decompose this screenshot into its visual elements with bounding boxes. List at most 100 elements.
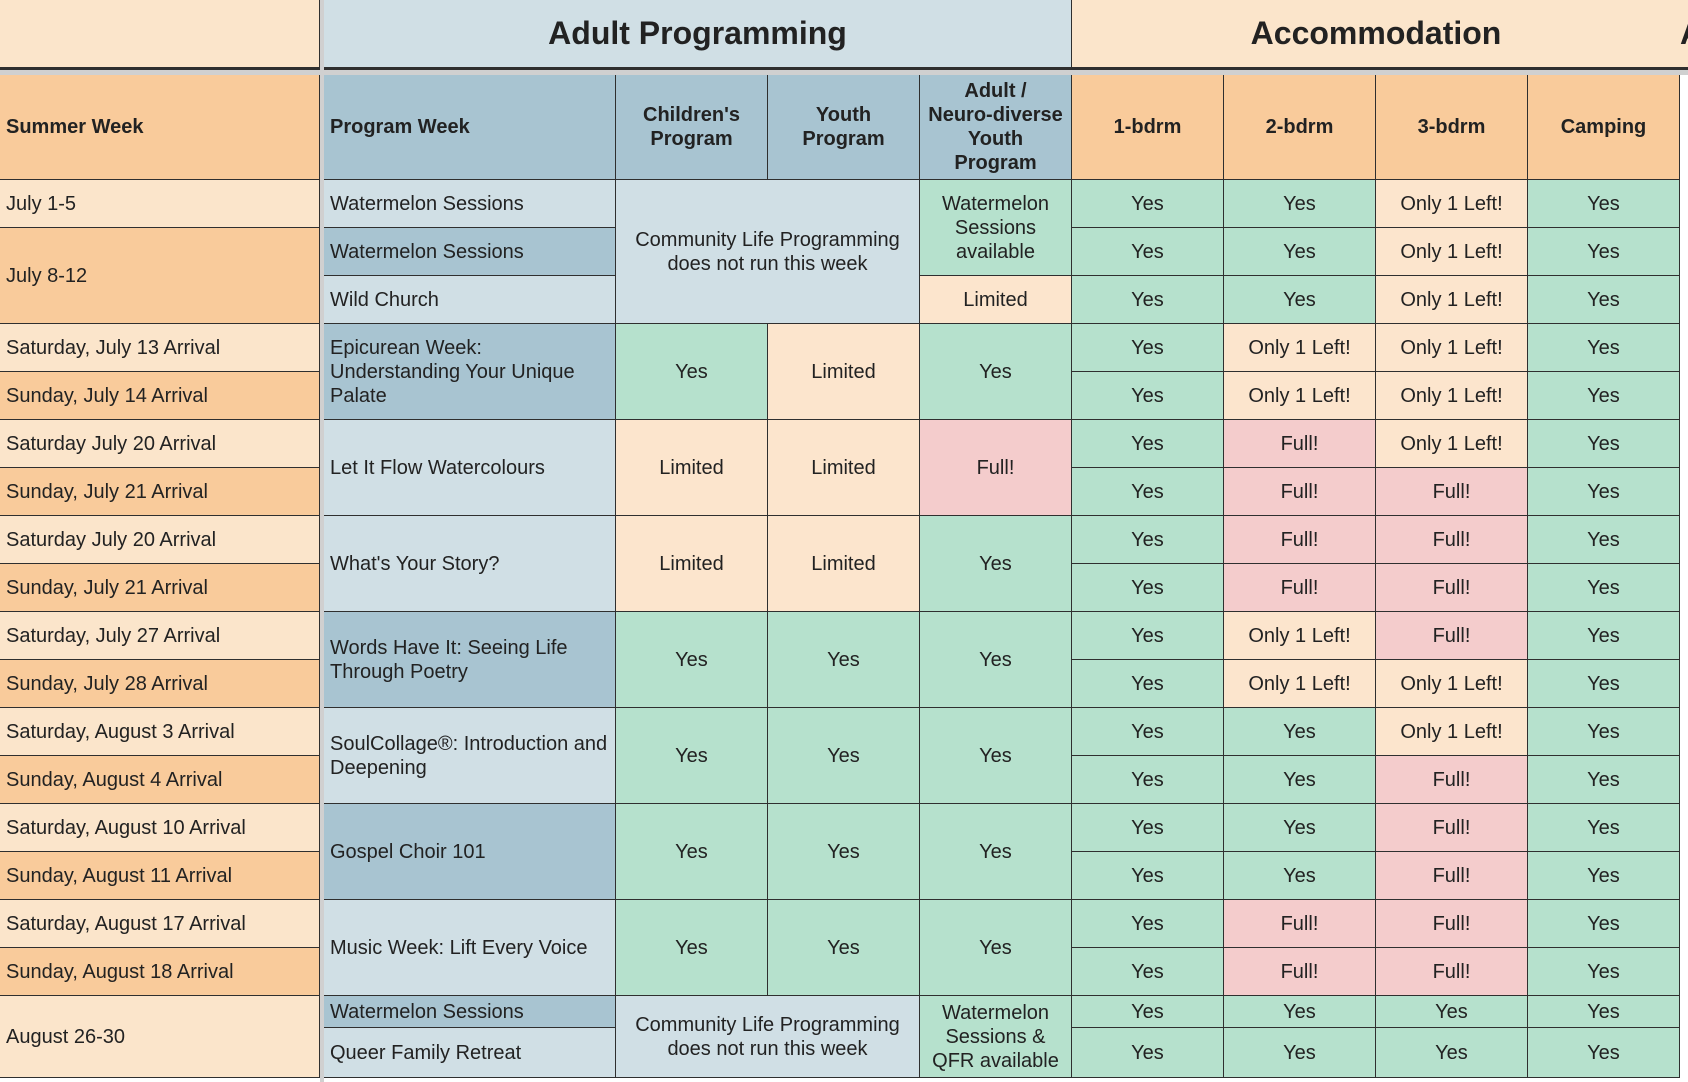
accommodation-1bdrm-cell[interactable]: Yes <box>1072 948 1224 996</box>
accommodation-1bdrm-cell[interactable]: Yes <box>1072 324 1224 372</box>
summer-week-cell[interactable]: Sunday, July 21 Arrival <box>0 564 320 612</box>
summer-week-cell[interactable]: Saturday, July 27 Arrival <box>0 612 320 660</box>
adult-program-cell[interactable]: Yes <box>920 324 1072 420</box>
accommodation-3bdrm-cell[interactable]: Only 1 Left! <box>1376 420 1528 468</box>
youth-program-cell[interactable]: Yes <box>768 804 920 900</box>
summer-week-cell[interactable]: Sunday, July 28 Arrival <box>0 660 320 708</box>
accommodation-camping-cell[interactable]: Yes <box>1528 516 1680 564</box>
program-week-cell[interactable]: Queer Family Retreat <box>324 1028 616 1078</box>
adult-program-cell[interactable]: Yes <box>920 804 1072 900</box>
accommodation-camping-cell[interactable]: Yes <box>1528 804 1680 852</box>
accommodation-2bdrm-cell[interactable]: Yes <box>1224 852 1376 900</box>
accommodation-3bdrm-cell[interactable]: Full! <box>1376 468 1528 516</box>
accommodation-camping-cell[interactable]: Yes <box>1528 660 1680 708</box>
summer-week-cell[interactable]: July 1-5 <box>0 180 320 228</box>
accommodation-2bdrm-cell[interactable]: Yes <box>1224 756 1376 804</box>
accommodation-1bdrm-cell[interactable]: Yes <box>1072 660 1224 708</box>
accommodation-3bdrm-cell[interactable]: Full! <box>1376 612 1528 660</box>
header-2-bdrm[interactable]: 2-bdrm <box>1224 75 1376 180</box>
program-week-cell[interactable]: SoulCollage®: Introduction and Deepening <box>324 708 616 804</box>
summer-week-cell[interactable]: Saturday, August 3 Arrival <box>0 708 320 756</box>
program-week-cell[interactable]: Let It Flow Watercolours <box>324 420 616 516</box>
program-week-cell[interactable]: Gospel Choir 101 <box>324 804 616 900</box>
accommodation-2bdrm-cell[interactable]: Full! <box>1224 468 1376 516</box>
accommodation-3bdrm-cell[interactable]: Only 1 Left! <box>1376 324 1528 372</box>
accommodation-3bdrm-cell[interactable]: Yes <box>1376 996 1528 1028</box>
accommodation-3bdrm-cell[interactable]: Only 1 Left! <box>1376 372 1528 420</box>
accommodation-2bdrm-cell[interactable]: Only 1 Left! <box>1224 612 1376 660</box>
header-youth-program[interactable]: Youth Program <box>768 75 920 180</box>
summer-week-cell[interactable]: Sunday, August 18 Arrival <box>0 948 320 996</box>
accommodation-3bdrm-cell[interactable]: Full! <box>1376 564 1528 612</box>
accommodation-2bdrm-cell[interactable]: Full! <box>1224 948 1376 996</box>
accommodation-1bdrm-cell[interactable]: Yes <box>1072 1028 1224 1078</box>
youth-program-cell[interactable]: Limited <box>768 420 920 516</box>
adult-program-cell[interactable]: Full! <box>920 420 1072 516</box>
accommodation-2bdrm-cell[interactable]: Full! <box>1224 516 1376 564</box>
youth-program-cell[interactable]: Yes <box>768 900 920 996</box>
accommodation-2bdrm-cell[interactable]: Yes <box>1224 708 1376 756</box>
accommodation-1bdrm-cell[interactable]: Yes <box>1072 900 1224 948</box>
accommodation-2bdrm-cell[interactable]: Yes <box>1224 804 1376 852</box>
youth-program-cell[interactable]: Yes <box>768 612 920 708</box>
accommodation-1bdrm-cell[interactable]: Yes <box>1072 372 1224 420</box>
accommodation-3bdrm-cell[interactable]: Full! <box>1376 852 1528 900</box>
frozen-row-divider[interactable] <box>0 70 1688 75</box>
header-1-bdrm[interactable]: 1-bdrm <box>1072 75 1224 180</box>
summer-week-cell[interactable]: Saturday, July 13 Arrival <box>0 324 320 372</box>
accommodation-camping-cell[interactable]: Yes <box>1528 708 1680 756</box>
accommodation-camping-cell[interactable]: Yes <box>1528 324 1680 372</box>
youth-program-cell[interactable]: Limited <box>768 516 920 612</box>
header-childrens-program[interactable]: Children's Program <box>616 75 768 180</box>
accommodation-3bdrm-cell[interactable]: Full! <box>1376 804 1528 852</box>
summer-week-cell[interactable]: July 8-12 <box>0 228 320 324</box>
accommodation-2bdrm-cell[interactable]: Only 1 Left! <box>1224 324 1376 372</box>
accommodation-camping-cell[interactable]: Yes <box>1528 1028 1680 1078</box>
accommodation-1bdrm-cell[interactable]: Yes <box>1072 612 1224 660</box>
accommodation-camping-cell[interactable]: Yes <box>1528 852 1680 900</box>
accommodation-camping-cell[interactable]: Yes <box>1528 996 1680 1028</box>
summer-week-cell[interactable]: Sunday, July 21 Arrival <box>0 468 320 516</box>
header-summer-week[interactable]: Summer Week <box>0 75 320 180</box>
program-week-cell[interactable]: Watermelon Sessions <box>324 180 616 228</box>
program-week-cell[interactable]: Music Week: Lift Every Voice <box>324 900 616 996</box>
accommodation-1bdrm-cell[interactable]: Yes <box>1072 804 1224 852</box>
header-camping[interactable]: Camping <box>1528 75 1680 180</box>
summer-week-cell[interactable]: August 26-30 <box>0 996 320 1078</box>
accommodation-2bdrm-cell[interactable]: Full! <box>1224 420 1376 468</box>
accommodation-header[interactable]: Accommodation <box>1072 0 1680 70</box>
accommodation-camping-cell[interactable]: Yes <box>1528 564 1680 612</box>
program-week-cell[interactable]: What's Your Story? <box>324 516 616 612</box>
youth-program-cell[interactable]: Limited <box>768 324 920 420</box>
accommodation-1bdrm-cell[interactable]: Yes <box>1072 276 1224 324</box>
childrens-program-cell[interactable]: Yes <box>616 708 768 804</box>
accommodation-3bdrm-cell[interactable]: Full! <box>1376 516 1528 564</box>
accommodation-2bdrm-cell[interactable]: Full! <box>1224 900 1376 948</box>
accommodation-3bdrm-cell[interactable]: Only 1 Left! <box>1376 660 1528 708</box>
accommodation-camping-cell[interactable]: Yes <box>1528 228 1680 276</box>
accommodation-2bdrm-cell[interactable]: Yes <box>1224 180 1376 228</box>
program-week-cell[interactable]: Watermelon Sessions <box>324 996 616 1028</box>
youth-program-cell[interactable]: Yes <box>768 708 920 804</box>
accommodation-1bdrm-cell[interactable]: Yes <box>1072 756 1224 804</box>
accommodation-camping-cell[interactable]: Yes <box>1528 372 1680 420</box>
accommodation-3bdrm-cell[interactable]: Full! <box>1376 948 1528 996</box>
adult-programming-header[interactable]: Adult Programming <box>324 0 1072 70</box>
accommodation-3bdrm-cell[interactable]: Only 1 Left! <box>1376 228 1528 276</box>
accommodation-2bdrm-cell[interactable]: Yes <box>1224 996 1376 1028</box>
accommodation-1bdrm-cell[interactable]: Yes <box>1072 420 1224 468</box>
summer-week-cell[interactable]: Saturday July 20 Arrival <box>0 516 320 564</box>
summer-week-cell[interactable]: Saturday July 20 Arrival <box>0 420 320 468</box>
adult-program-cell[interactable]: Yes <box>920 708 1072 804</box>
accommodation-camping-cell[interactable]: Yes <box>1528 420 1680 468</box>
adult-program-cell[interactable]: Limited <box>920 276 1072 324</box>
accommodation-2bdrm-cell[interactable]: Full! <box>1224 564 1376 612</box>
accommodation-2bdrm-cell[interactable]: Only 1 Left! <box>1224 660 1376 708</box>
accommodation-1bdrm-cell[interactable]: Yes <box>1072 564 1224 612</box>
adult-program-cell[interactable]: Yes <box>920 516 1072 612</box>
childrens-program-cell[interactable]: Yes <box>616 804 768 900</box>
frozen-column-divider[interactable] <box>320 0 324 1082</box>
accommodation-camping-cell[interactable]: Yes <box>1528 948 1680 996</box>
accommodation-2bdrm-cell[interactable]: Yes <box>1224 276 1376 324</box>
accommodation-2bdrm-cell[interactable]: Only 1 Left! <box>1224 372 1376 420</box>
